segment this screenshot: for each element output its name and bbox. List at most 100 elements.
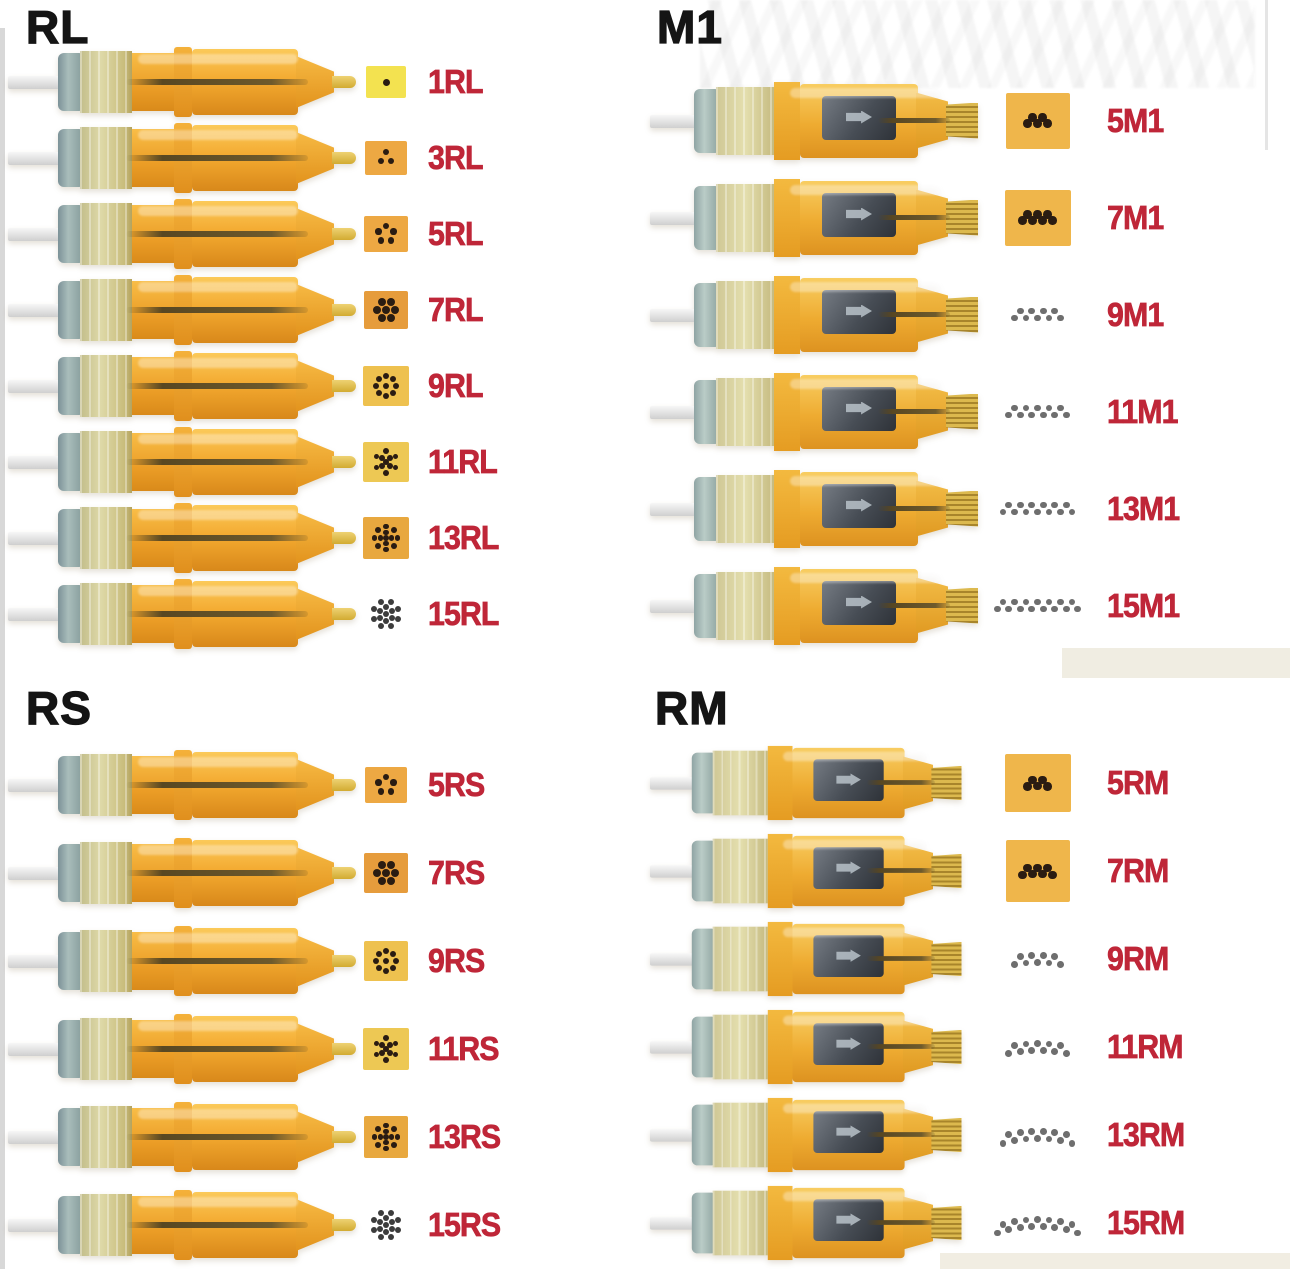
cartridge-image [650,173,980,263]
needle-pattern-icon [363,1203,409,1247]
needle-icon-slot [356,66,416,98]
cartridge-needle [878,408,950,414]
cartridge-cap [58,844,81,902]
cartridge-arrow [846,207,872,221]
needle-dot [390,228,397,235]
needle-row-7rm: 7RM [645,827,1290,915]
needle-dot [1016,501,1024,509]
needle-dot [376,614,383,621]
cartridge-tip [332,867,356,879]
left-edge-shadow [0,28,5,1269]
cartridge-mid [767,921,793,997]
cartridge-arrow [836,1213,861,1226]
needle-dot [375,965,382,972]
needle-dot [1062,1226,1070,1234]
needle-icon-slot [356,941,416,981]
needle-dot [1022,1135,1030,1143]
needle-dot [1005,1226,1013,1234]
needle-dot [1028,605,1036,613]
cartridge-mid [767,745,793,821]
needle-pattern-icon [1005,840,1070,902]
needle-dot [999,508,1007,516]
cartridge-stem [8,867,62,880]
needle-dot [1045,314,1053,322]
needle-pattern-icon [986,1207,1090,1239]
needle-dot [379,1042,385,1048]
needle-dot [392,1040,399,1047]
needle-dot [1022,598,1030,606]
cartridge-stem [650,114,698,128]
cartridge-stem [8,955,62,968]
needle-dot [389,614,396,621]
cartridge-tip [332,608,356,620]
cartridge-needle [126,383,308,389]
cartridge-stem [8,380,62,393]
needle-dot [383,1145,389,1152]
cartridge-image [8,747,356,823]
needle-dot [1045,1216,1053,1224]
needle-dot [1028,307,1036,315]
needle-pattern-icon [363,592,409,636]
cartridge-mid [767,833,793,909]
needle-dot [391,1142,398,1149]
cartridge-cap [691,928,714,990]
needle-dot [387,788,394,795]
needle-dot [1038,870,1047,879]
cartridge-arrow [846,498,872,512]
cartridge-cap [694,88,717,153]
cartridge-cap [58,756,81,814]
needle-dot [383,540,389,547]
cartridge-back [712,1102,768,1168]
needle-dot [374,1142,381,1149]
cartridge-fan [946,199,978,236]
needle-dot [383,1046,389,1052]
needle-dot [373,958,379,964]
needle-row-3rl: 3RL [0,120,645,196]
needle-row-9m1: 9M1 [645,266,1290,363]
needle-dot [1028,870,1037,879]
cartridge-needle [126,1046,308,1052]
needle-dot [383,459,389,465]
cartridge-arrow [836,861,861,874]
needle-size-label: 7RL [428,291,484,329]
cartridge-mid [774,566,800,645]
needle-dot [1011,1218,1018,1225]
cartridge-stem [8,1131,62,1144]
cartridge-gloss [138,933,298,943]
cartridge-fan [946,587,978,624]
needle-icon-slot [980,92,1095,149]
cartridge-back [80,51,132,113]
needle-dot [382,306,390,314]
needle-dot [1028,411,1036,419]
cartridge-tip [332,152,356,164]
needle-dot [1016,307,1024,315]
needle-dot [1034,508,1041,516]
needle-dot [383,1122,389,1129]
needle-dot [391,526,398,533]
needle-dot [1033,210,1042,219]
cartridge-gloss [138,586,298,596]
cartridge-stem [8,152,62,165]
cartridge-fan [931,1117,962,1153]
needle-icon-slot [980,591,1095,621]
needle-dot [370,1226,377,1233]
cartridge-needle [126,958,308,964]
cartridge-mid [767,1185,793,1261]
needle-dot [392,464,399,471]
cartridge-image [8,1099,356,1175]
needle-icon-slot [356,1028,416,1070]
cartridge-cap [58,932,81,990]
needle-size-label: 11RM [1107,1028,1184,1066]
needle-dot [383,535,389,541]
cartridge-arrow [836,773,861,786]
cartridge-back [80,930,132,992]
needle-dot [379,462,385,469]
needle-pattern-icon [366,66,406,98]
needle-dot [1068,598,1076,606]
cartridge-gloss [138,757,298,767]
needle-dot [375,228,382,235]
needle-dot [1034,314,1041,322]
needle-dot [395,1226,401,1233]
needle-size-label: 11RL [428,443,498,481]
cartridge-gloss [783,1191,926,1202]
